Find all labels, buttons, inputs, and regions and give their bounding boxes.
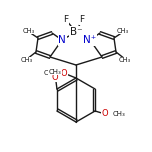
Text: O: O (102, 109, 108, 119)
Text: F: F (63, 16, 69, 24)
Text: N: N (58, 35, 66, 45)
Text: CH₃: CH₃ (119, 57, 131, 63)
Text: CH₃: CH₃ (21, 57, 33, 63)
Text: CH₃: CH₃ (117, 28, 129, 34)
Text: CH₃: CH₃ (43, 70, 56, 76)
Text: F: F (79, 16, 85, 24)
Text: N⁺: N⁺ (83, 35, 97, 45)
Text: CH₃: CH₃ (49, 69, 61, 75)
Text: CH₃: CH₃ (23, 28, 35, 34)
Text: O: O (52, 73, 58, 81)
Text: O: O (61, 69, 67, 78)
Text: CH₃: CH₃ (113, 111, 126, 117)
Text: B⁻: B⁻ (70, 27, 82, 37)
